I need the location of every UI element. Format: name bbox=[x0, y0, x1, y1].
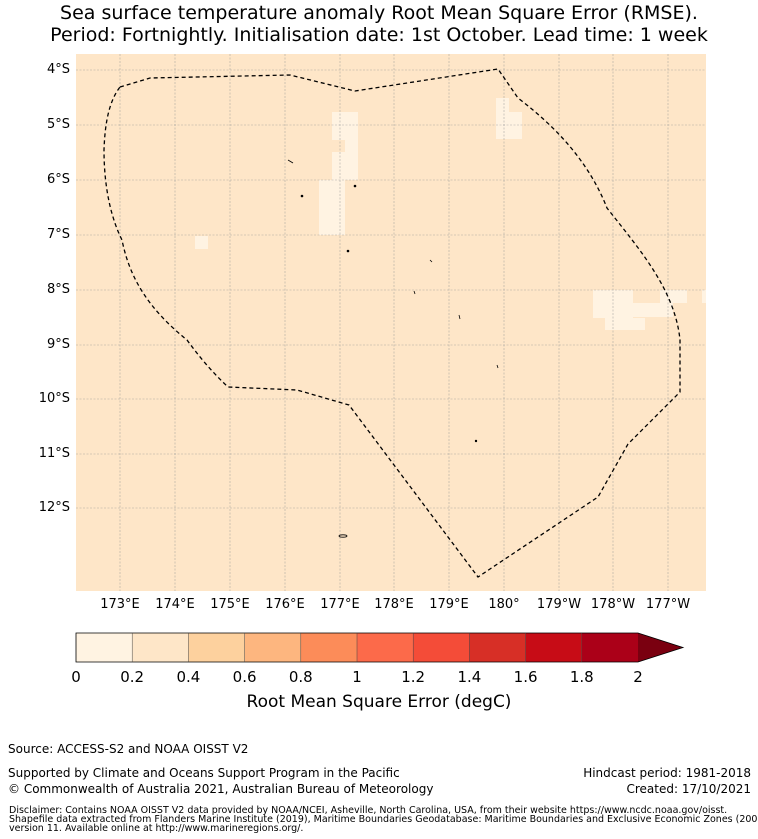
lon-label: 176°E bbox=[265, 597, 305, 612]
colorbar-tick-label: 1.4 bbox=[457, 668, 482, 686]
lat-label: 12°S bbox=[38, 500, 70, 515]
lon-label: 178°E bbox=[374, 597, 414, 612]
lon-label: 177°E bbox=[320, 597, 360, 612]
colorbar-tick-label: 2 bbox=[633, 668, 643, 686]
colorbar-segment bbox=[76, 633, 133, 662]
colorbar-segment bbox=[469, 633, 526, 662]
colorbar-tick-label: 1.8 bbox=[569, 668, 594, 686]
colorbar-tick-label: 0.2 bbox=[120, 668, 145, 686]
hindcast-text: Hindcast period: 1981-2018 bbox=[583, 766, 751, 780]
colorbar-tick-label: 0 bbox=[71, 668, 81, 686]
colorbar-segment bbox=[525, 633, 582, 662]
disclaimer-line3: version 11. Available online at http://w… bbox=[9, 823, 304, 834]
lat-label: 11°S bbox=[38, 446, 70, 461]
disclaimer-line1: Disclaimer: Contains NOAA OISST V2 data … bbox=[9, 805, 728, 816]
map-title-line1: Sea surface temperature anomaly Root Mea… bbox=[60, 2, 698, 24]
colorbar-extend-arrow bbox=[638, 633, 683, 662]
colorbar bbox=[75, 632, 685, 663]
colorbar-tick-label: 0.4 bbox=[176, 668, 201, 686]
map-panel bbox=[76, 54, 706, 591]
lon-label: 179°E bbox=[429, 597, 469, 612]
colorbar-label: Root Mean Square Error (degC) bbox=[246, 692, 512, 712]
islands bbox=[287, 159, 499, 538]
lat-label: 9°S bbox=[46, 337, 70, 352]
lon-label: 177°W bbox=[645, 597, 691, 612]
lon-label: 180° bbox=[488, 597, 520, 612]
colorbar-outline bbox=[75, 632, 685, 663]
colorbar-tick-label: 1.6 bbox=[513, 668, 538, 686]
map-title-line2: Period: Fortnightly. Initialisation date… bbox=[50, 24, 708, 46]
lon-label: 173°E bbox=[100, 597, 140, 612]
eez-boundary bbox=[103, 68, 681, 578]
lon-label: 175°E bbox=[210, 597, 250, 612]
copyright-text: © Commonwealth of Australia 2021, Austra… bbox=[8, 782, 434, 796]
lon-label: 174°E bbox=[155, 597, 195, 612]
colorbar-segment bbox=[300, 633, 357, 662]
source-text: Source: ACCESS-S2 and NOAA OISST V2 bbox=[8, 742, 249, 756]
colorbar-tick-label: 0.6 bbox=[232, 668, 257, 686]
lon-label: 178°W bbox=[590, 597, 636, 612]
colorbar-segment bbox=[357, 633, 414, 662]
lat-label: 10°S bbox=[38, 391, 70, 406]
disclaimer-line2: Shapefile data extracted from Flanders M… bbox=[9, 814, 758, 825]
colorbar-segment bbox=[188, 633, 245, 662]
lon-label: 179°W bbox=[536, 597, 582, 612]
lat-label: 6°S bbox=[46, 172, 70, 187]
created-text: Created: 17/10/2021 bbox=[626, 782, 751, 796]
colorbar-segment bbox=[132, 633, 189, 662]
lat-label: 5°S bbox=[46, 117, 70, 132]
lat-label: 7°S bbox=[46, 227, 70, 242]
colorbar-tick-label: 1.2 bbox=[401, 668, 426, 686]
colorbar-segment bbox=[413, 633, 470, 662]
colorbar-segment bbox=[244, 633, 301, 662]
colorbar-tick-label: 1 bbox=[352, 668, 362, 686]
colorbar-segment bbox=[581, 633, 638, 662]
supported-text: Supported by Climate and Oceans Support … bbox=[8, 766, 400, 780]
lat-label: 8°S bbox=[46, 282, 70, 297]
lat-label: 4°S bbox=[46, 62, 70, 77]
colorbar-tick-label: 0.8 bbox=[288, 668, 313, 686]
gridlines bbox=[76, 54, 706, 591]
